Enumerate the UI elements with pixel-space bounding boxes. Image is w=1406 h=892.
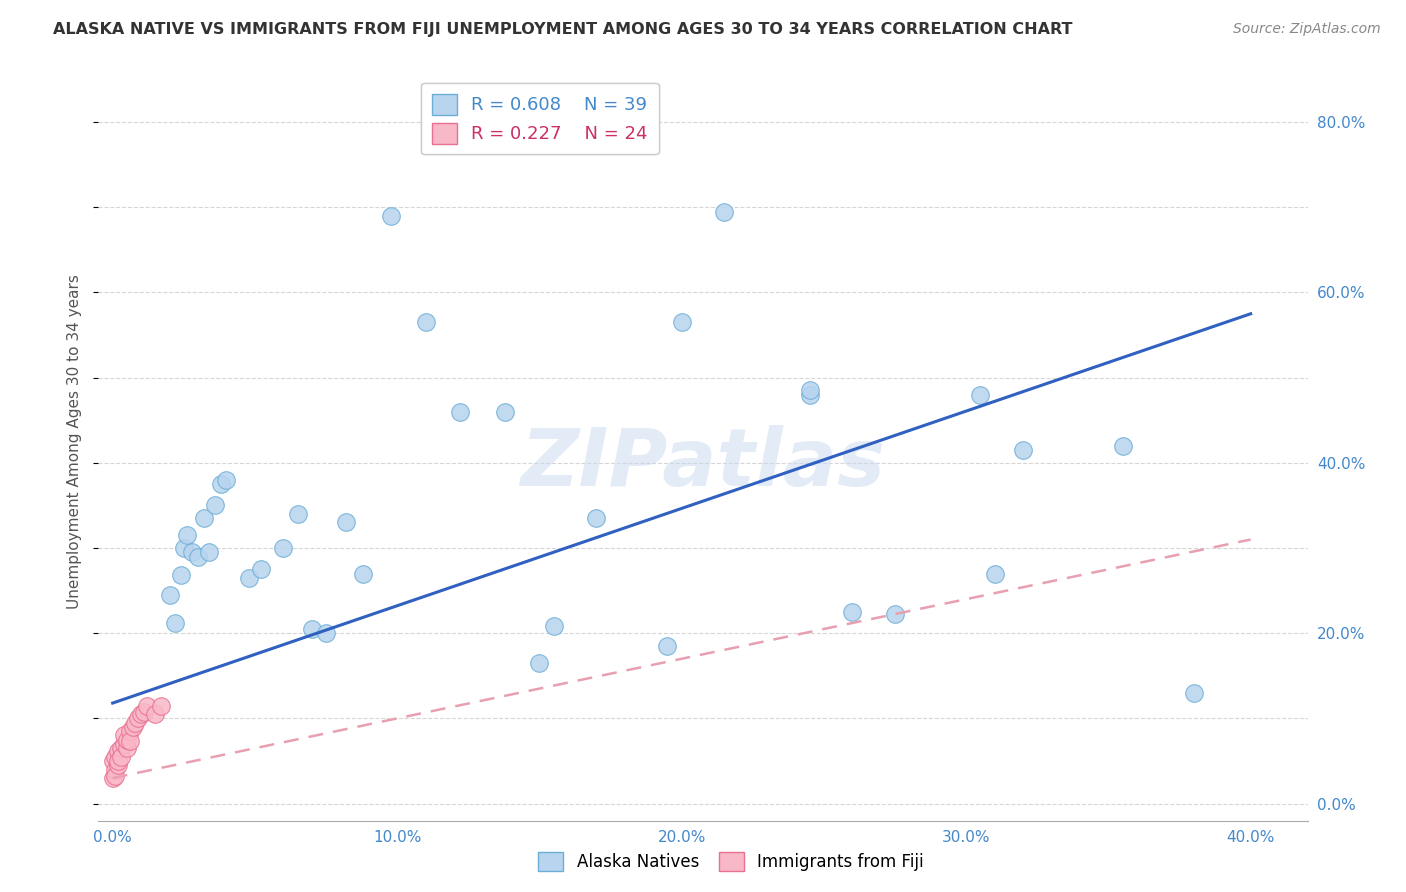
- Point: [170, 568, 193, 582]
- Point: [287, 507, 309, 521]
- Point: [799, 384, 821, 398]
- Point: [101, 754, 124, 768]
- Point: [159, 588, 181, 602]
- Point: [215, 473, 238, 487]
- Point: [198, 545, 221, 559]
- Point: [273, 541, 295, 555]
- Point: [135, 698, 157, 713]
- Point: [101, 771, 124, 785]
- Point: [204, 499, 226, 513]
- Point: [104, 769, 127, 783]
- Point: [104, 749, 127, 764]
- Point: [112, 737, 135, 751]
- Point: [301, 622, 323, 636]
- Point: [352, 566, 374, 581]
- Point: [115, 741, 138, 756]
- Point: [104, 763, 127, 777]
- Point: [181, 545, 204, 559]
- Point: [107, 744, 129, 758]
- Point: [107, 754, 129, 768]
- Point: [129, 707, 152, 722]
- Point: [110, 741, 132, 756]
- Point: [173, 541, 195, 555]
- Point: [671, 315, 693, 329]
- Text: ALASKA NATIVE VS IMMIGRANTS FROM FIJI UNEMPLOYMENT AMONG AGES 30 TO 34 YEARS COR: ALASKA NATIVE VS IMMIGRANTS FROM FIJI UN…: [53, 22, 1073, 37]
- Point: [841, 605, 863, 619]
- Point: [494, 405, 516, 419]
- Point: [112, 728, 135, 742]
- Point: [449, 405, 471, 419]
- Point: [585, 511, 607, 525]
- Point: [187, 549, 209, 564]
- Point: [209, 477, 232, 491]
- Point: [415, 315, 437, 329]
- Legend: Alaska Natives, Immigrants from Fiji: Alaska Natives, Immigrants from Fiji: [530, 843, 932, 880]
- Point: [143, 707, 166, 722]
- Point: [529, 656, 551, 670]
- Point: [315, 626, 337, 640]
- Point: [165, 615, 187, 630]
- Point: [132, 705, 155, 719]
- Point: [335, 516, 357, 530]
- Point: [121, 720, 143, 734]
- Point: [115, 732, 138, 747]
- Point: [124, 715, 146, 730]
- Point: [127, 711, 149, 725]
- Point: [110, 749, 132, 764]
- Point: [118, 734, 141, 748]
- Point: [799, 387, 821, 401]
- Text: Source: ZipAtlas.com: Source: ZipAtlas.com: [1233, 22, 1381, 37]
- Point: [193, 511, 215, 525]
- Point: [1111, 439, 1133, 453]
- Point: [238, 571, 260, 585]
- Point: [249, 562, 271, 576]
- Point: [150, 698, 173, 713]
- Point: [380, 209, 402, 223]
- Point: [713, 204, 735, 219]
- Point: [107, 758, 129, 772]
- Point: [657, 639, 679, 653]
- Point: [543, 619, 565, 633]
- Point: [884, 607, 907, 622]
- Point: [118, 724, 141, 739]
- Point: [1012, 443, 1035, 458]
- Point: [1182, 686, 1205, 700]
- Point: [969, 387, 991, 401]
- Point: [983, 566, 1005, 581]
- Y-axis label: Unemployment Among Ages 30 to 34 years: Unemployment Among Ages 30 to 34 years: [67, 274, 83, 609]
- Point: [176, 528, 198, 542]
- Text: ZIPatlas: ZIPatlas: [520, 425, 886, 503]
- Legend: R = 0.608    N = 39, R = 0.227    N = 24: R = 0.608 N = 39, R = 0.227 N = 24: [420, 83, 658, 154]
